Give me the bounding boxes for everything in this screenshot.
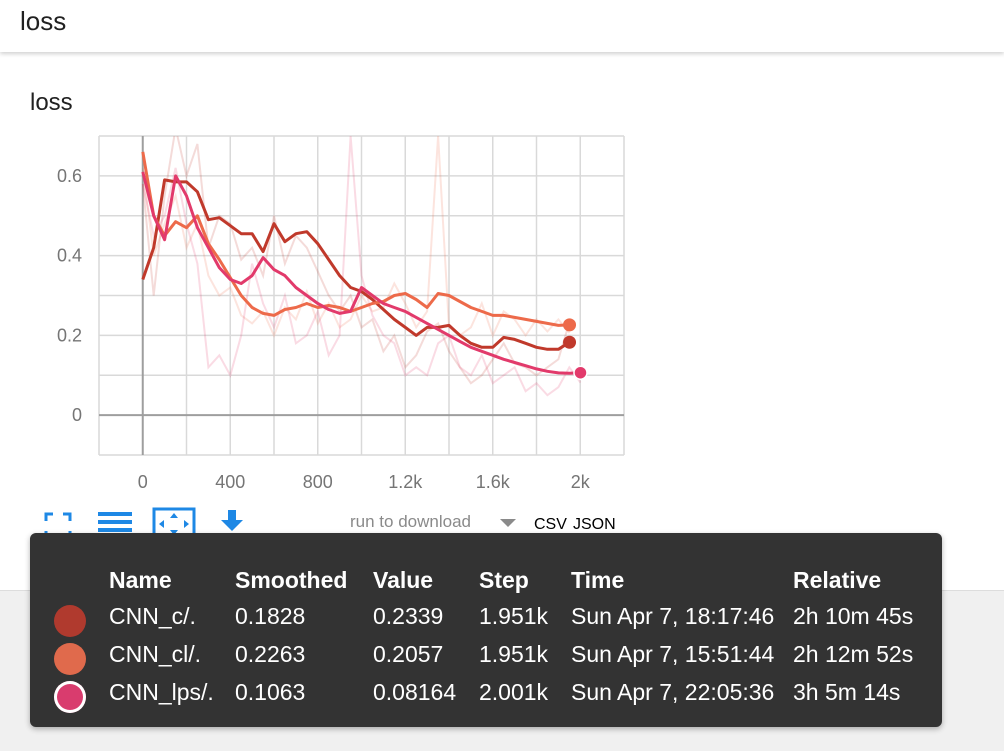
tooltip-cell-step: 1.951k [479, 603, 549, 629]
x-tick-label: 800 [303, 472, 333, 492]
series-color-swatch [54, 605, 86, 637]
category-header[interactable]: loss [0, 0, 1004, 52]
y-tick-label: 0.4 [57, 246, 82, 266]
y-tick-label: 0 [72, 405, 82, 425]
tooltip-cell-name: CNN_cl/. [109, 641, 202, 667]
raw-line-CNNlps [141, 136, 582, 397]
series-end-marker [563, 318, 577, 332]
header-time: Time [571, 567, 625, 593]
run-select-label: run to download [350, 512, 471, 531]
header-value: Value [373, 567, 434, 593]
tooltip-cell-step: 2.001k [479, 679, 549, 705]
expand-icon[interactable] [44, 512, 72, 540]
y-tick-label: 0.2 [57, 325, 82, 345]
tooltip-cell-name: CNN_c/. [109, 603, 196, 629]
y-tick-label: 0.6 [57, 166, 82, 186]
series-color-swatch [54, 681, 86, 713]
csv-link[interactable]: CSV [534, 516, 567, 533]
tooltip-cell-value: 0.08164 [373, 679, 457, 705]
x-tick-label: 400 [215, 472, 245, 492]
tooltip-cell-time: Sun Apr 7, 22:05:36 [571, 679, 775, 705]
tooltip-cell-time: Sun Apr 7, 15:51:44 [571, 641, 775, 667]
header-relative: Relative [793, 567, 882, 593]
tooltip-cell-relative: 3h 5m 14s [793, 679, 901, 705]
raw-line-CNNcl [141, 136, 571, 339]
series-end-marker [563, 335, 577, 349]
header-smoothed: Smoothed [235, 567, 348, 593]
tooltip-cell-relative: 2h 12m 52s [793, 641, 914, 667]
chart-title: loss [30, 89, 73, 116]
smoothed-line-CNNlps [141, 171, 581, 375]
header-name: Name [109, 567, 172, 593]
raw-line-CNNc [141, 136, 571, 385]
x-tick-label: 1.2k [388, 472, 423, 492]
tooltip-cell-time: Sun Apr 7, 18:17:46 [571, 603, 775, 629]
chevron-down-icon [500, 519, 516, 527]
tooltip-cell-value: 0.2057 [373, 641, 444, 667]
tooltip-cell-smoothed: 0.1828 [235, 603, 306, 629]
tooltip-cell-step: 1.951k [479, 641, 549, 667]
smoothed-line-CNNcl [141, 151, 570, 327]
series-color-swatch [54, 643, 86, 675]
tooltip-cell-name: CNN_lps/. [109, 679, 214, 705]
x-tick-label: 0 [138, 472, 148, 492]
header-step: Step [479, 567, 529, 593]
series-end-marker [573, 365, 588, 380]
x-tick-label: 2k [571, 472, 591, 492]
json-link[interactable]: JSON [573, 516, 616, 533]
smoothed-line-CNNc [141, 178, 571, 351]
tooltip-cell-smoothed: 0.2263 [235, 641, 306, 667]
category-title: loss [20, 6, 67, 36]
data-tooltip: Name Smoothed Value Step Time Relative C… [30, 533, 942, 727]
tooltip-cell-smoothed: 0.1063 [235, 679, 306, 705]
tooltip-cell-relative: 2h 10m 45s [793, 603, 914, 629]
tooltip-cell-value: 0.2339 [373, 603, 444, 629]
x-tick-label: 1.6k [476, 472, 511, 492]
